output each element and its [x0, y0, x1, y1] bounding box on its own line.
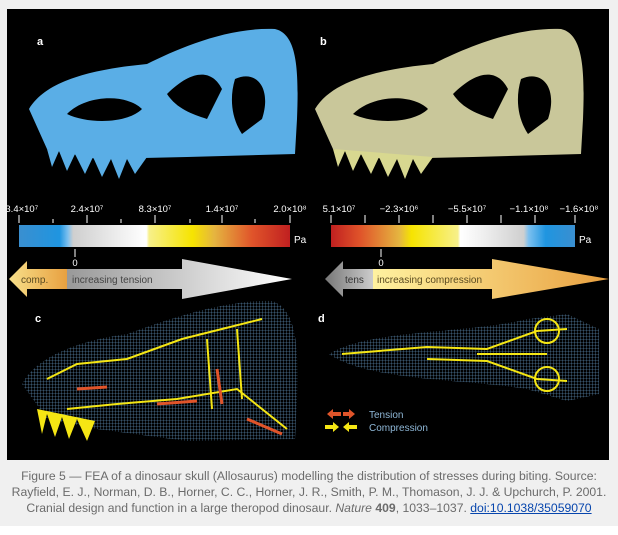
- panel-d-label: d: [318, 313, 325, 325]
- compression-tick-label: −1.1×10⁸: [510, 204, 549, 215]
- compression-color-scale: 5.1×10⁷ −2.3×10⁶ −5.5×10⁷ −1.1×10⁸ −1.6×…: [323, 204, 609, 299]
- tension-tick-label: 2.0×10⁸: [273, 204, 306, 215]
- caption-volume: 409: [375, 501, 396, 515]
- caption-journal: Nature: [335, 501, 372, 515]
- fea-figure: a b −3.4×10⁷ 2.4×10⁷ 8.3×10⁷ 1.4×10⁷ 2.0…: [7, 9, 609, 460]
- caption-pages: , 1033–1037.: [395, 501, 471, 515]
- doi-link[interactable]: doi:10.1038/35059070: [470, 501, 592, 515]
- tension-legend-icon: [327, 409, 355, 419]
- compression-colorbar: [331, 225, 575, 247]
- comp-arrow-label: comp.: [21, 275, 48, 286]
- compression-tick-label: 5.1×10⁷: [323, 204, 356, 215]
- panel-d-stress-trajectories-top: [329, 314, 599, 401]
- panel-b-label: b: [320, 36, 327, 48]
- panel-b-skull-compression: [315, 28, 584, 179]
- panel-a-label: a: [37, 36, 44, 48]
- tension-zero-label: 0: [72, 258, 77, 269]
- compression-legend-label: Compression: [369, 423, 428, 434]
- compression-arrow-label: increasing compression: [377, 275, 482, 286]
- compression-unit: Pa: [579, 235, 592, 246]
- caption-text: Figure 5 — FEA of a dinosaur skull (Allo…: [11, 469, 607, 515]
- compression-zero-label: 0: [378, 258, 383, 269]
- compression-tick-label: −1.6×10⁸: [560, 204, 599, 215]
- compression-legend-icon: [325, 422, 357, 432]
- tension-tick-label: 2.4×10⁷: [71, 204, 104, 215]
- tension-unit: Pa: [294, 235, 307, 246]
- compression-tick-label: −5.5×10⁷: [448, 204, 487, 215]
- tension-tick-label: 1.4×10⁷: [206, 204, 239, 215]
- panel-c-label: c: [35, 313, 41, 325]
- tension-arrow-right: [67, 259, 292, 299]
- tens-arrow-label: tens: [345, 275, 364, 286]
- panel-a-skull-tension: [29, 28, 298, 179]
- tension-arrow-left: [325, 261, 373, 297]
- tension-colorbar: [19, 225, 290, 247]
- tension-tick-label: −3.4×10⁷: [7, 204, 39, 215]
- figure-caption: Figure 5 — FEA of a dinosaur skull (Allo…: [10, 468, 608, 516]
- tension-tick-label: 8.3×10⁷: [139, 204, 172, 215]
- tension-color-scale: −3.4×10⁷ 2.4×10⁷ 8.3×10⁷ 1.4×10⁷ 2.0×10⁸…: [7, 204, 307, 299]
- panel-c-stress-trajectories-side: [22, 300, 298, 441]
- compression-tick-label: −2.3×10⁶: [380, 204, 419, 215]
- compression-arrow-left: [9, 261, 67, 297]
- compression-arrow-right: [373, 259, 609, 299]
- tension-legend-label: Tension: [369, 410, 403, 421]
- legend: Tension Compression: [325, 409, 428, 434]
- tension-arrow-label: increasing tension: [72, 275, 153, 286]
